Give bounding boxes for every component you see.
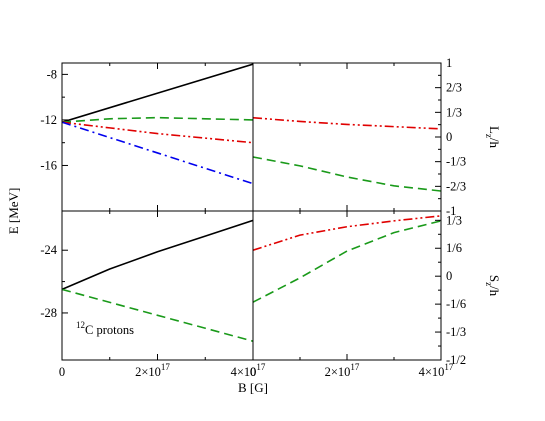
- xtick-label-energy-lower-0: 0: [59, 365, 65, 379]
- series-line-Lz-0: [253, 116, 441, 130]
- axis-labels: -8 -12 -16 E [MeV] -24 -28 0 2×1017 4×1017 12C pr…: [6, 56, 502, 395]
- ylabel-energy-upper: E [MeV]: [6, 188, 21, 235]
- ytick-label-Lz-4: -1/3: [446, 155, 466, 169]
- frame-energy-lower: [61, 210, 254, 361]
- frame-energy-upper: [61, 62, 254, 212]
- frame-Sz: [252, 210, 442, 361]
- ytick-label-energy-upper-0: -8: [47, 67, 57, 81]
- ytick-label-Sz-3: -1/6: [446, 297, 466, 311]
- series-line-energy-upper-3: [62, 121, 253, 185]
- ytick-label-Sz-1: 1/6: [446, 241, 462, 255]
- series-group-energy-lower: [62, 219, 253, 342]
- ytick-label-Lz-5: -2/3: [446, 179, 466, 193]
- ytick-label-Sz-5: -1/2: [446, 353, 466, 367]
- series-line-Sz-1: [253, 220, 441, 303]
- plot-area: [62, 63, 441, 342]
- ytick-label-energy-lower-1: -28: [40, 306, 57, 320]
- ytick-label-Sz-2: 0: [446, 269, 452, 283]
- series-group-energy-upper: [62, 63, 253, 185]
- frame-Lz: [252, 62, 442, 212]
- xtick-label-energy-lower-1: 2×1017: [135, 362, 170, 379]
- xtick-label-Sz-1: 2×1017: [325, 362, 360, 379]
- series-line-Lz-1: [253, 156, 441, 192]
- ytick-label-Lz-6: -1: [446, 204, 456, 218]
- ylabel-Sz: Sz/h: [484, 275, 502, 297]
- xtick-label-energy-lower-2: 4×1017: [231, 362, 266, 379]
- series-line-energy-upper-0: [62, 63, 253, 123]
- series-line-energy-upper-2: [62, 121, 253, 144]
- ytick-label-energy-upper-2: -16: [40, 158, 57, 172]
- series-group-Lz: [253, 116, 441, 192]
- series-line-energy-upper-1: [62, 116, 253, 123]
- xlabel: B [G]: [238, 380, 268, 395]
- panel-frames: [61, 62, 442, 361]
- axis-ticks: [61, 62, 442, 361]
- xtick-label-Sz-2: 4×1017: [419, 362, 454, 379]
- xtick-label-Sz-0: 0: [250, 365, 256, 379]
- ytick-label-Lz-2: 1/3: [446, 105, 462, 119]
- series-group-Sz: [253, 215, 441, 303]
- ytick-label-Lz-3: 0: [446, 130, 452, 144]
- series-line-energy-lower-1: [62, 288, 253, 342]
- ytick-label-energy-upper-1: -12: [40, 113, 57, 127]
- series-line-Sz-0: [253, 215, 441, 251]
- ytick-label-Lz-1: 2/3: [446, 81, 462, 95]
- ytick-label-Sz-0: 1/3: [446, 213, 462, 227]
- ytick-label-Lz-0: 1: [446, 56, 452, 70]
- ylabel-Lz: Lz/h: [484, 126, 502, 149]
- ytick-label-energy-lower-0: -24: [40, 243, 57, 257]
- annotation-nucleus: 12C protons: [76, 320, 134, 337]
- ytick-label-Sz-4: -1/3: [446, 325, 466, 339]
- series-line-energy-lower-0: [62, 219, 253, 291]
